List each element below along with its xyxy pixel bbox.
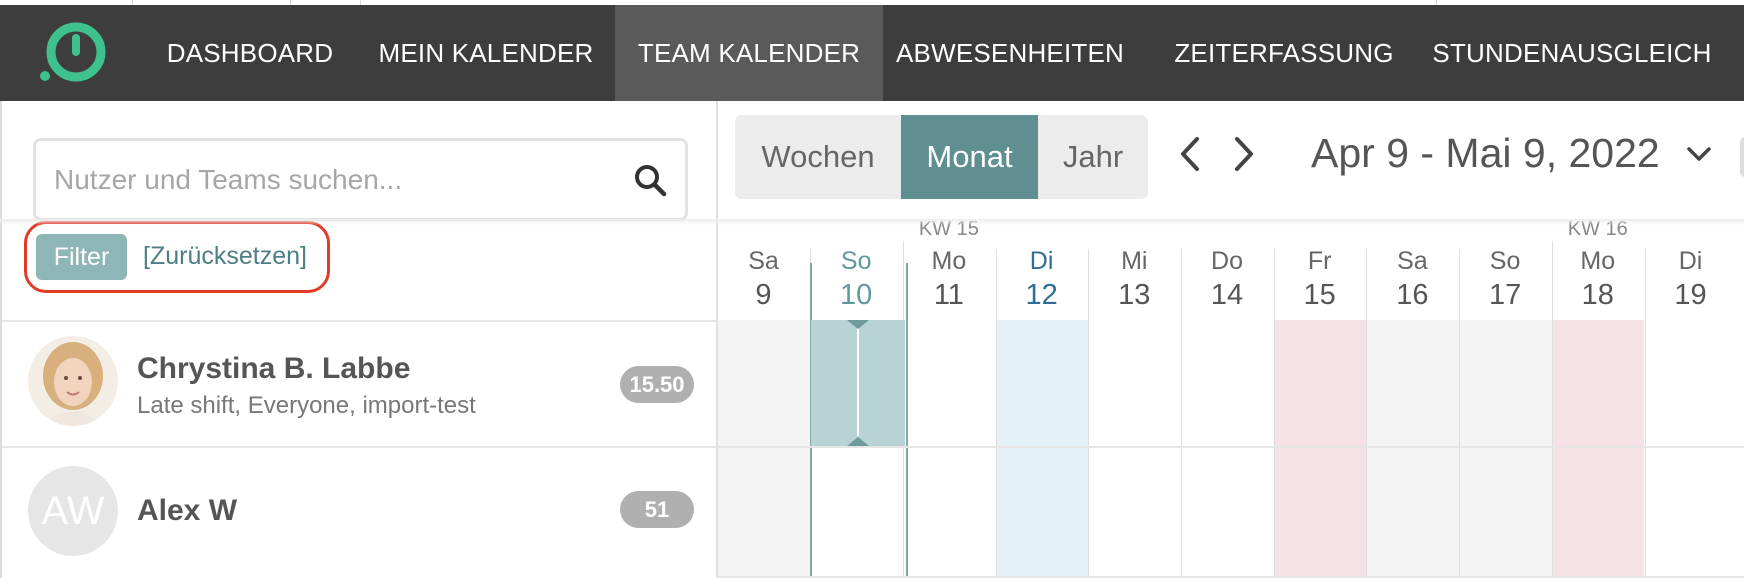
user-list-panel: Filter [Zurücksetzen] Chrystina B. Labbe…	[0, 101, 718, 578]
day-abbr[interactable]: Mo	[1580, 247, 1616, 275]
day-number[interactable]: 9	[755, 279, 772, 311]
day-number[interactable]: 16	[1396, 279, 1429, 311]
user-row[interactable]: Chrystina B. Labbe Late shift, Everyone,…	[2, 320, 718, 446]
day-abbr[interactable]: So	[840, 247, 872, 275]
nav-dashboard[interactable]: DASHBOARD	[166, 37, 334, 68]
day-number[interactable]: 13	[1118, 279, 1151, 311]
day-column-holiday	[1273, 320, 1367, 578]
nav-mein-kalender[interactable]: MEIN KALENDER	[378, 37, 594, 68]
hours-badge: 51	[620, 491, 694, 528]
day-column-weekend	[1366, 320, 1460, 578]
view-wochen-button[interactable]: Wochen	[761, 139, 875, 174]
top-navigation: DASHBOARD MEIN KALENDER TEAM KALENDER AB…	[0, 0, 1744, 101]
search-input[interactable]	[54, 141, 614, 218]
filter-highlight: Filter [Zurücksetzen]	[24, 221, 330, 293]
reset-filter-link[interactable]: [Zurücksetzen]	[143, 242, 307, 270]
date-range-label[interactable]: Apr 9 - Mai 9, 2022	[1311, 130, 1660, 176]
day-number[interactable]: 15	[1303, 279, 1336, 311]
hours-badge: 15.50	[620, 366, 694, 403]
chevron-down-icon[interactable]	[1686, 145, 1712, 163]
day-number[interactable]: 18	[1581, 279, 1614, 311]
day-abbr[interactable]: Sa	[748, 247, 779, 275]
team-calendar: Wochen Monat Jahr Apr 9 - Mai 9, 2022 Sa…	[716, 101, 1744, 578]
search-box	[33, 138, 688, 221]
day-column-selected	[995, 320, 1089, 578]
nav-stundenausgleich[interactable]: STUNDENAUSGLEICH	[1432, 37, 1712, 68]
column-separator	[995, 249, 997, 578]
day-abbr[interactable]: Do	[1211, 247, 1243, 275]
column-separator	[1644, 249, 1646, 578]
filter-button[interactable]: Filter	[36, 234, 127, 280]
nav-abwesenheiten[interactable]: ABWESENHEITEN	[896, 37, 1124, 68]
day-abbr[interactable]: Mo	[931, 247, 967, 275]
day-abbr[interactable]: Mi	[1121, 247, 1148, 275]
avatar: AW	[28, 466, 118, 556]
day-abbr[interactable]: Fr	[1307, 247, 1332, 275]
row-separator	[718, 446, 1744, 448]
app-logo-icon[interactable]	[38, 22, 110, 84]
view-switcher: Wochen Monat Jahr	[735, 115, 1148, 199]
calendar-options-button[interactable]	[1740, 137, 1744, 177]
shift-start-marker	[847, 320, 869, 329]
day-number[interactable]: 19	[1674, 279, 1707, 311]
day-column-weekend	[717, 320, 811, 578]
header-shadow	[0, 219, 1744, 225]
day-column-weekend	[1459, 320, 1552, 578]
user-name[interactable]: Chrystina B. Labbe	[137, 352, 411, 385]
day-column-holiday	[1551, 320, 1645, 578]
view-monat-button[interactable]: Monat	[901, 115, 1038, 199]
chevron-right-icon[interactable]	[1232, 135, 1256, 173]
column-separator	[1273, 249, 1275, 578]
day-abbr[interactable]: Di	[1029, 247, 1054, 275]
day-number[interactable]: 14	[1210, 279, 1244, 311]
day-abbr[interactable]: So	[1489, 247, 1521, 275]
column-separator	[1551, 241, 1553, 578]
day-abbr[interactable]: Sa	[1397, 247, 1428, 275]
avatar	[28, 336, 118, 426]
user-list-header: Filter [Zurücksetzen]	[2, 101, 718, 320]
day-number[interactable]: 12	[1025, 279, 1058, 311]
nav-zeiterfassung[interactable]: ZEITERFASSUNG	[1174, 37, 1394, 68]
column-separator	[1459, 249, 1461, 578]
today-end-line	[906, 263, 908, 578]
view-jahr-button[interactable]: Jahr	[1062, 139, 1124, 174]
day-number[interactable]: 11	[933, 279, 964, 311]
chevron-left-icon[interactable]	[1178, 135, 1202, 173]
column-separator	[1088, 249, 1090, 578]
shift-end-marker	[847, 437, 869, 446]
column-separator	[1181, 249, 1182, 578]
day-number[interactable]: 17	[1488, 279, 1522, 311]
column-separator	[1366, 249, 1368, 578]
day-number[interactable]: 10	[840, 279, 873, 311]
nav-team-kalender[interactable]: TEAM KALENDER	[615, 5, 883, 101]
row-separator	[718, 576, 1744, 578]
browser-top-strip	[0, 0, 1744, 5]
user-name[interactable]: Alex W	[137, 494, 238, 527]
shift-block[interactable]	[811, 320, 905, 446]
user-row[interactable]: AW Alex W 51	[2, 446, 718, 578]
user-teams: Late shift, Everyone, import-test	[137, 392, 476, 419]
day-abbr[interactable]: Di	[1678, 247, 1703, 275]
search-icon[interactable]	[633, 163, 667, 197]
